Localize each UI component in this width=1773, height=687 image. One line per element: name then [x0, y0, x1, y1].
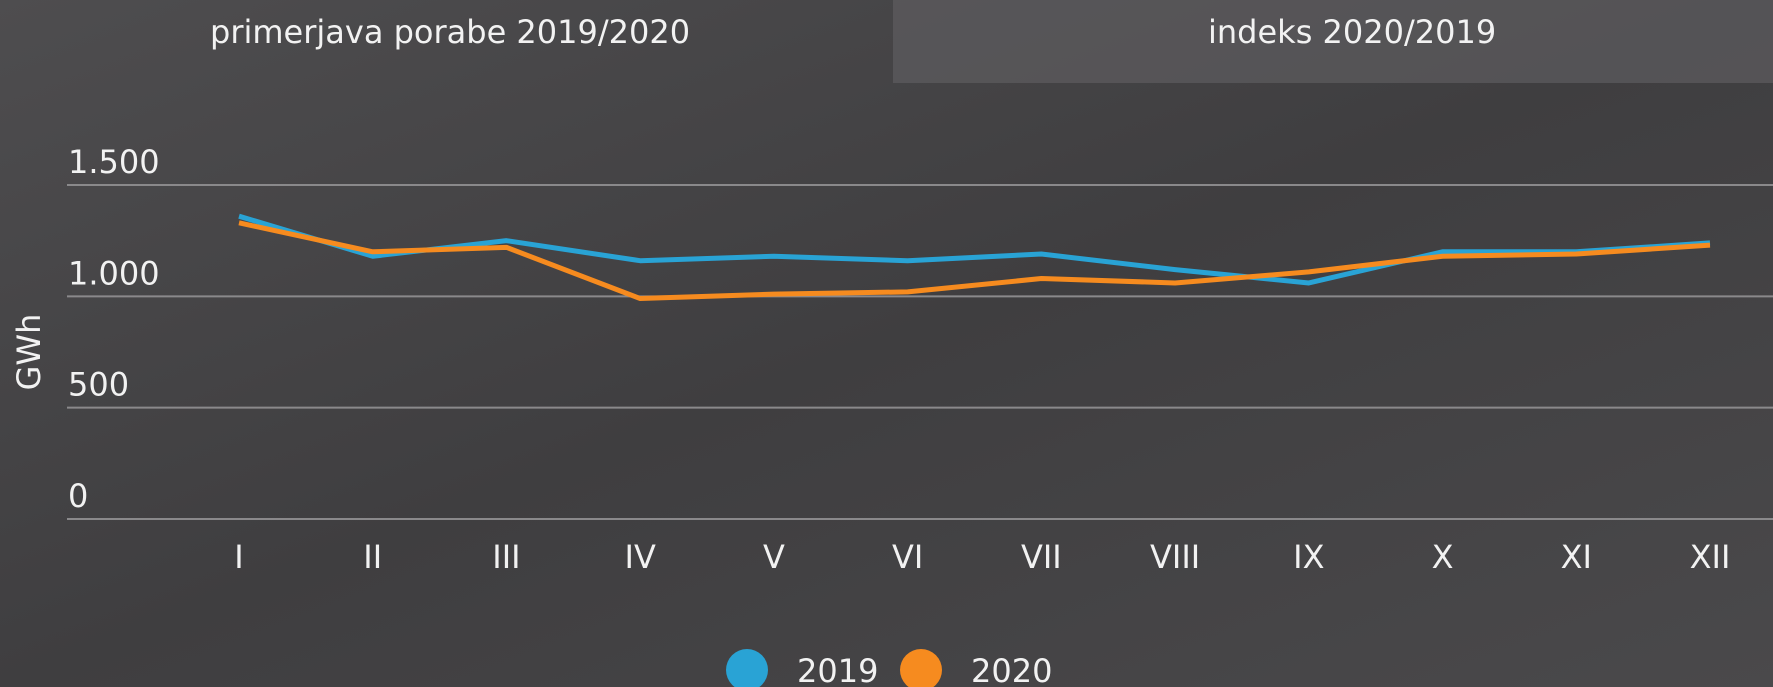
y-tick-label: 500	[68, 366, 129, 404]
legend-label: 2019	[797, 652, 878, 687]
x-tick-label: VI	[892, 538, 923, 576]
x-tick-label: XII	[1690, 538, 1731, 576]
x-tick-label: II	[363, 538, 382, 576]
x-tick-label: III	[492, 538, 520, 576]
tab[interactable]: primerjava porabe 2019/2020	[210, 13, 690, 51]
x-tick-label: VII	[1021, 538, 1062, 576]
x-tick-label: IV	[625, 538, 656, 576]
x-tick-label: XI	[1561, 538, 1592, 576]
background	[0, 0, 1773, 687]
x-tick-label: V	[763, 538, 785, 576]
x-tick-label: VIII	[1150, 538, 1200, 576]
tab[interactable]: indeks 2020/2019	[1208, 13, 1496, 51]
y-axis-label: GWh	[10, 314, 48, 391]
chart: primerjava porabe 2019/2020 indeks 2020/…	[0, 0, 1773, 687]
x-tick-label: X	[1432, 538, 1454, 576]
legend-label: 2020	[971, 652, 1052, 687]
y-tick-label: 1.000	[68, 254, 160, 292]
y-tick-label: 0	[68, 477, 88, 515]
y-tick-label: 1.500	[68, 143, 160, 181]
x-tick-label: I	[234, 538, 243, 576]
x-tick-label: IX	[1293, 538, 1324, 576]
page: primerjava porabe 2019/2020 indeks 2020/…	[0, 0, 1773, 687]
